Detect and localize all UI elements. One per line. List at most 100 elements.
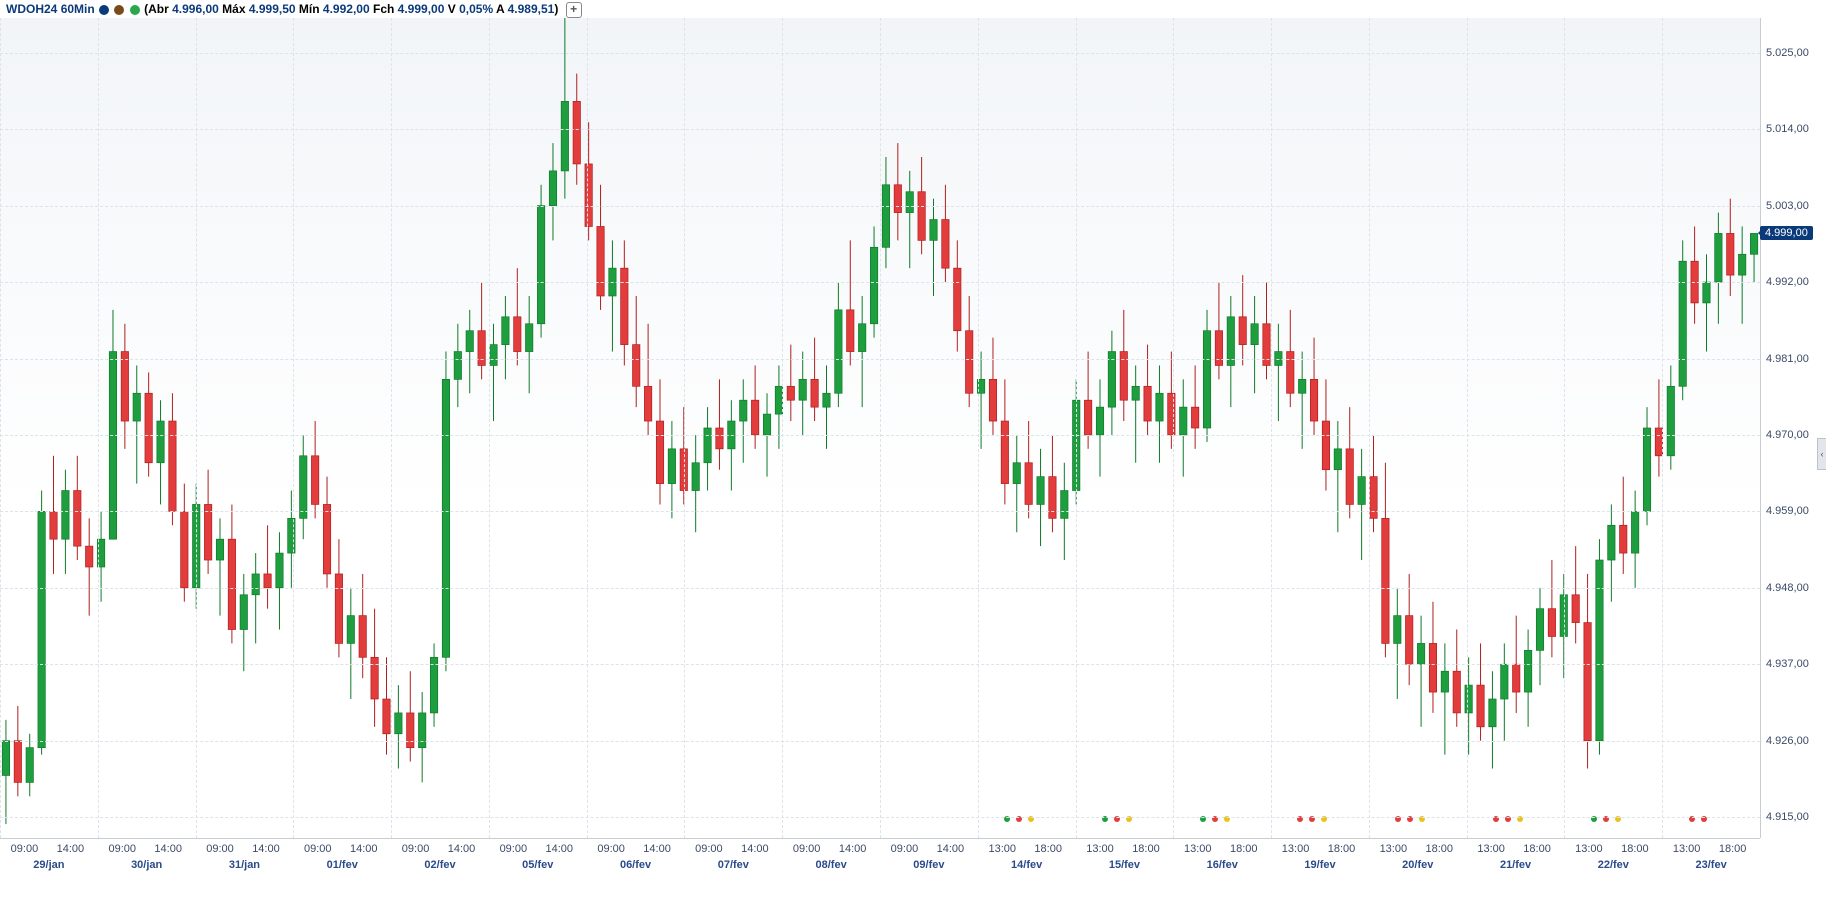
ohlc-low-value: 4.992,00 <box>323 2 370 16</box>
avg-value: 4.989,51 <box>508 2 555 16</box>
x-axis-time-label: 09:00 <box>304 843 332 855</box>
ohlc-close-value: 4.999,00 <box>398 2 445 16</box>
var-value: 0,05% <box>459 2 493 16</box>
x-axis-date-label: 19/fev <box>1304 859 1335 871</box>
x-axis-date-label: 20/fev <box>1402 859 1433 871</box>
v-gridline <box>1076 18 1077 838</box>
x-axis-date-label: 02/fev <box>424 859 455 871</box>
y-axis-label: 5.025,00 <box>1766 47 1809 59</box>
x-axis-date-label: 30/jan <box>131 859 162 871</box>
x-axis-time-label: 14:00 <box>350 843 378 855</box>
x-axis-time-label: 13:00 <box>1282 843 1310 855</box>
v-gridline <box>1662 18 1663 838</box>
v-gridline <box>978 18 979 838</box>
x-axis-time-label: 14:00 <box>154 843 182 855</box>
v-gridline <box>293 18 294 838</box>
x-axis-time-label: 09:00 <box>11 843 39 855</box>
x-axis-date-label: 22/fev <box>1598 859 1629 871</box>
x-axis-time-label: 13:00 <box>1380 843 1408 855</box>
ohlc-close-label: Fch <box>373 2 394 16</box>
v-gridline <box>98 18 99 838</box>
symbol-label[interactable]: WDOH24 <box>6 2 57 16</box>
x-axis-time-label: 14:00 <box>57 843 85 855</box>
x-axis-time-label: 09:00 <box>695 843 723 855</box>
x-axis-time-label: 18:00 <box>1132 843 1160 855</box>
ohlc-open-group: (Abr 4.996,00 <box>144 2 219 16</box>
add-indicator-button[interactable]: + <box>566 2 582 18</box>
x-axis-date-label: 08/fev <box>816 859 847 871</box>
x-axis-date-label: 01/fev <box>327 859 358 871</box>
y-axis-label: 4.937,00 <box>1766 658 1809 670</box>
v-gridline <box>196 18 197 838</box>
indicator-dot-3 <box>130 5 140 15</box>
x-axis-date-label: 31/jan <box>229 859 260 871</box>
x-axis-time-label: 09:00 <box>597 843 625 855</box>
x-axis-time-label: 14:00 <box>741 843 769 855</box>
x-axis-time-label: 13:00 <box>1184 843 1212 855</box>
x-axis-time-label: 09:00 <box>108 843 136 855</box>
x-axis-time-label: 18:00 <box>1230 843 1258 855</box>
y-axis-label: 4.992,00 <box>1766 276 1809 288</box>
x-axis-time-label: 14:00 <box>448 843 476 855</box>
x-axis-time-label: 09:00 <box>206 843 234 855</box>
v-gridline <box>489 18 490 838</box>
x-axis-time-label: 13:00 <box>1477 843 1505 855</box>
x-axis-time-label: 09:00 <box>891 843 919 855</box>
chart-header: WDOH24 60Min (Abr 4.996,00 Máx 4.999,50 … <box>6 2 582 18</box>
v-gridline <box>782 18 783 838</box>
ohlc-high-label: Máx <box>222 2 245 16</box>
y-axis-label: 4.970,00 <box>1766 429 1809 441</box>
x-axis-date-label: 16/fev <box>1207 859 1238 871</box>
v-gridline <box>1271 18 1272 838</box>
x-axis-date-label: 29/jan <box>33 859 64 871</box>
x-axis-time-label: 14:00 <box>839 843 867 855</box>
indicator-dot-1 <box>99 5 109 15</box>
ohlc-high-value: 4.999,50 <box>249 2 296 16</box>
x-axis-date-label: 09/fev <box>913 859 944 871</box>
indicator-dot-2 <box>114 5 124 15</box>
y-axis: 4.999,00 5.025,005.014,005.003,004.992,0… <box>1760 18 1826 838</box>
expand-handle[interactable]: ‹ <box>1817 438 1826 470</box>
x-axis-time-label: 18:00 <box>1719 843 1747 855</box>
ohlc-low-label: Mín <box>299 2 320 16</box>
x-axis-date-label: 06/fev <box>620 859 651 871</box>
y-axis-label: 4.948,00 <box>1766 582 1809 594</box>
current-price-tag: 4.999,00 <box>1760 226 1813 240</box>
v-gridline <box>1173 18 1174 838</box>
x-axis-time-label: 13:00 <box>1673 843 1701 855</box>
v-gridline <box>587 18 588 838</box>
y-axis-label: 5.014,00 <box>1766 123 1809 135</box>
x-axis-time-label: 18:00 <box>1426 843 1454 855</box>
v-gridline <box>0 18 1 838</box>
x-axis-date-label: 21/fev <box>1500 859 1531 871</box>
x-axis-date-label: 14/fev <box>1011 859 1042 871</box>
x-axis-time-label: 14:00 <box>252 843 280 855</box>
x-axis-time-label: 18:00 <box>1328 843 1356 855</box>
x-axis-time-label: 09:00 <box>793 843 821 855</box>
x-axis-time-label: 14:00 <box>546 843 574 855</box>
x-axis-date-label: 23/fev <box>1696 859 1727 871</box>
x-axis-time-label: 09:00 <box>402 843 430 855</box>
x-axis-time-label: 18:00 <box>1523 843 1551 855</box>
v-gridline <box>1467 18 1468 838</box>
x-axis-time-label: 13:00 <box>1086 843 1114 855</box>
x-axis-time-label: 09:00 <box>500 843 528 855</box>
x-axis: 09:00 14:00 29/jan 09:00 14:00 30/jan 09:00 14:… <box>0 838 1760 907</box>
avg-label: A <box>496 2 504 16</box>
var-label: V <box>448 2 456 16</box>
x-axis-time-label: 18:00 <box>1034 843 1062 855</box>
y-axis-label: 4.926,00 <box>1766 735 1809 747</box>
x-axis-date-label: 05/fev <box>522 859 553 871</box>
x-axis-date-label: 15/fev <box>1109 859 1140 871</box>
v-gridline <box>880 18 881 838</box>
y-axis-label: 4.915,00 <box>1766 811 1809 823</box>
x-axis-date-label: 07/fev <box>718 859 749 871</box>
v-gridline <box>1369 18 1370 838</box>
v-gridline <box>1564 18 1565 838</box>
x-axis-time-label: 13:00 <box>1575 843 1603 855</box>
y-axis-label: 4.981,00 <box>1766 353 1809 365</box>
x-axis-time-label: 13:00 <box>988 843 1016 855</box>
timeframe-label[interactable]: 60Min <box>61 2 95 16</box>
v-gridline <box>684 18 685 838</box>
chart-plot-area[interactable] <box>0 18 1761 838</box>
